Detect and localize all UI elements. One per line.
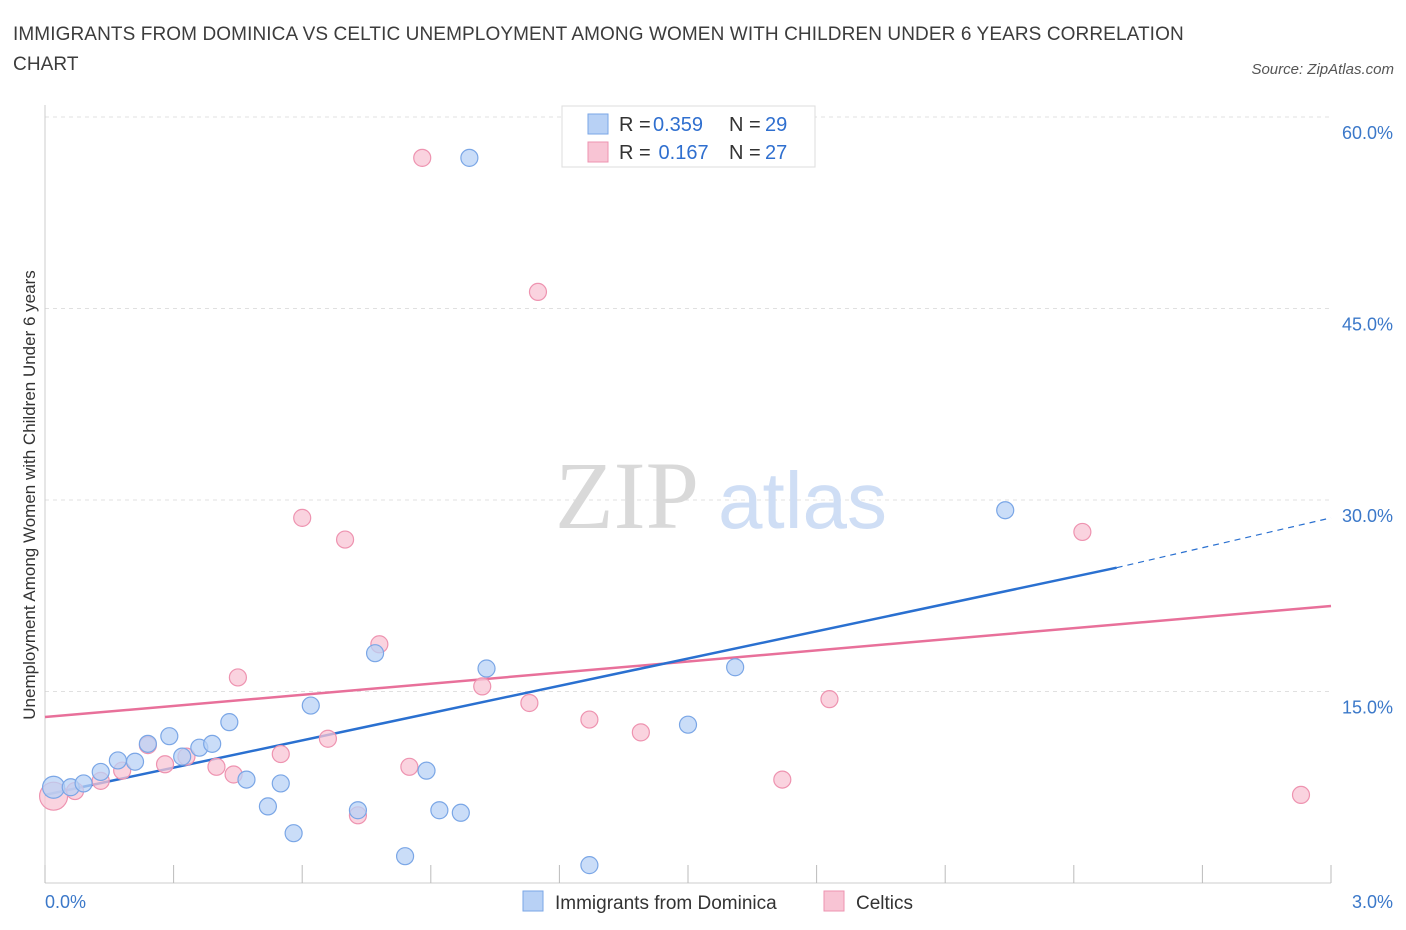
celtics-point xyxy=(207,757,226,776)
dominica-point xyxy=(258,797,278,816)
x-tick-label-max: 3.0% xyxy=(1352,892,1393,912)
celtics-point xyxy=(773,770,792,789)
dominica-trend-extension xyxy=(1116,517,1332,569)
dominica-point xyxy=(430,801,449,820)
dominica-point xyxy=(125,752,145,771)
chart-title: IMMIGRANTS FROM DOMINICA VS CELTIC UNEMP… xyxy=(13,24,1184,75)
trend-lines xyxy=(44,517,1332,797)
celtics-point xyxy=(155,755,175,774)
dominica-point xyxy=(417,761,436,780)
watermark-zip: ZIP xyxy=(555,442,699,549)
x-tick-label-min: 0.0% xyxy=(45,892,86,912)
celtics-point xyxy=(631,723,650,742)
y-tick-label: 60.0% xyxy=(1342,123,1393,143)
legend-n-label-1: N = xyxy=(729,142,761,164)
legend-r-label-0: R = xyxy=(619,114,651,136)
axes xyxy=(44,105,1332,884)
legend-r-value-1: 0.167 xyxy=(653,142,709,164)
series-legend: Immigrants from Dominica Celtics xyxy=(522,890,913,914)
celtics-point xyxy=(413,148,432,167)
celtics-point xyxy=(1291,785,1311,805)
celtics-point xyxy=(271,744,290,764)
celtics-point xyxy=(1073,522,1092,542)
dominica-point xyxy=(451,803,470,822)
celtics-point xyxy=(528,282,548,302)
celtics-point xyxy=(293,508,312,527)
dominica-point xyxy=(138,734,157,753)
legend-n-label-0: N = xyxy=(729,114,761,136)
celtics-point xyxy=(820,690,839,709)
dominica-point xyxy=(108,751,127,770)
dominica-point xyxy=(160,727,179,746)
dominica-point xyxy=(271,774,290,793)
tick-labels: 15.0% 30.0% 45.0% 60.0% 0.0% 3.0% xyxy=(45,123,1393,912)
series-legend-swatch-0 xyxy=(522,890,544,912)
watermark-atlas: atlas xyxy=(718,456,887,545)
celtics-point xyxy=(400,757,419,776)
y-axis-title: Unemployment Among Women with Children U… xyxy=(20,270,39,719)
celtics-point xyxy=(520,693,539,713)
dominica-point xyxy=(996,501,1015,520)
dominica-point xyxy=(91,762,110,782)
celtics-point xyxy=(473,677,492,696)
legend-r-label-1: R = xyxy=(619,142,651,164)
legend-r-value-0: 0.359 xyxy=(653,114,703,136)
gridlines xyxy=(45,116,1331,692)
dominica-point xyxy=(365,644,385,663)
series-legend-swatch-1 xyxy=(823,890,845,912)
data-points xyxy=(38,148,1311,875)
celtics-point xyxy=(335,530,355,549)
dominica-point xyxy=(678,715,698,734)
source-label: Source: ZipAtlas.com xyxy=(1251,61,1394,78)
dominica-point xyxy=(173,747,192,766)
dominica-point xyxy=(203,734,222,753)
dominica-point xyxy=(220,713,239,732)
celtics-point xyxy=(228,668,247,687)
watermark: ZIP atlas xyxy=(555,442,887,549)
legend-n-value-0: 29 xyxy=(765,114,787,136)
dominica-point xyxy=(460,148,479,167)
y-tick-label: 15.0% xyxy=(1342,698,1393,718)
series-legend-label-1: Celtics xyxy=(856,893,913,914)
y-tick-label: 30.0% xyxy=(1342,506,1393,526)
dominica-point xyxy=(580,856,599,875)
legend-swatch-blue xyxy=(587,113,609,135)
dominica-point xyxy=(395,847,415,866)
dominica-point xyxy=(284,824,303,843)
celtics-trend-line xyxy=(44,604,1332,719)
celtics-point xyxy=(580,710,599,729)
y-tick-label: 45.0% xyxy=(1342,315,1393,335)
dominica-point xyxy=(301,696,320,715)
legend-swatch-pink xyxy=(587,141,609,163)
dominica-point xyxy=(477,659,496,678)
dominica-trend-line xyxy=(44,566,1117,797)
dominica-point xyxy=(237,770,256,789)
dominica-point xyxy=(74,774,93,793)
stats-legend: R = 0.359 N = 29 R = 0.167 N = 27 xyxy=(561,105,816,168)
dominica-point xyxy=(726,658,745,677)
dominica-point xyxy=(41,775,66,799)
celtics-point xyxy=(318,729,338,748)
series-legend-label-0: Immigrants from Dominica xyxy=(555,893,777,914)
legend-n-value-1: 27 xyxy=(765,142,787,164)
dominica-point xyxy=(348,801,368,820)
